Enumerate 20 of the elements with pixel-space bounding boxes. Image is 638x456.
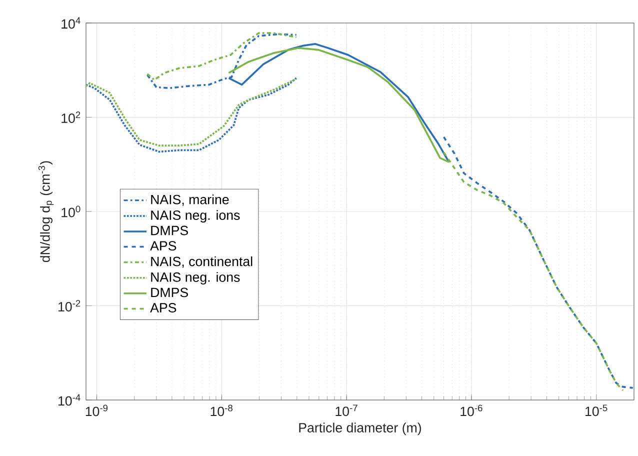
y-axis-title: dN/dlog d$_{p}$ (cm$^{-3}$) bbox=[38, 161, 54, 262]
legend-label: NAIS neg. ions bbox=[151, 272, 240, 284]
legend-label: NAIS, continental bbox=[151, 256, 252, 268]
y-tick-label: 10$^{0}$ bbox=[62, 206, 80, 218]
x-tick-label: 10$^{-5}$ bbox=[586, 404, 608, 416]
legend-label: DMPS bbox=[151, 288, 188, 298]
y-tick-label: 10$^{2}$ bbox=[62, 112, 80, 123]
legend-label: APS bbox=[150, 241, 176, 251]
legend-label: DMPS bbox=[151, 226, 188, 236]
y-tick-label: 10$^{-4}$ bbox=[58, 394, 80, 406]
x-tick-label: 10$^{-7}$ bbox=[336, 404, 358, 416]
legend-label: NAIS, marine bbox=[151, 194, 229, 206]
x-tick-label: 10$^{-8}$ bbox=[210, 404, 232, 416]
x-tick-label: 10$^{-6}$ bbox=[460, 404, 482, 416]
legend-label: APS bbox=[150, 303, 176, 312]
y-tick-label: 10$^{-2}$ bbox=[58, 300, 80, 312]
x-axis-title: Particle diameter (m) bbox=[299, 422, 422, 436]
legend-label: NAIS neg. ions bbox=[151, 210, 240, 223]
y-tick-label: 10$^{4}$ bbox=[62, 17, 80, 29]
x-tick-label: 10$^{-9}$ bbox=[86, 404, 108, 416]
